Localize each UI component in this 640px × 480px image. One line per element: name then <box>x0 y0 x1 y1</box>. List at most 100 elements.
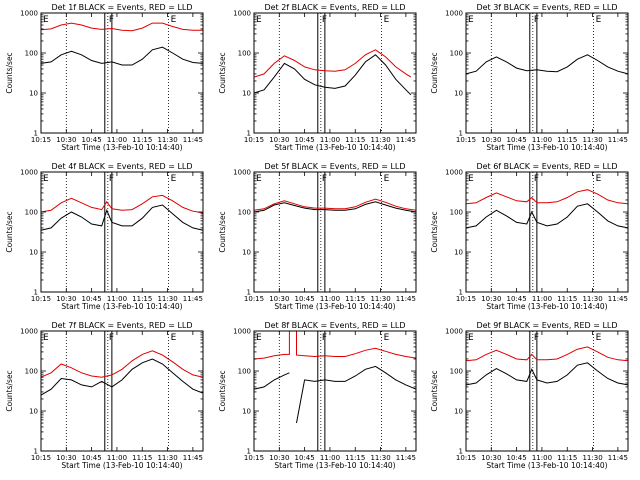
marker-label: E <box>171 333 177 343</box>
x-tick-label: 11:00 <box>107 454 127 462</box>
x-tick-label: 10:30 <box>56 454 76 462</box>
y-axis-label: Counts/sec <box>430 370 439 411</box>
y-tick-label: 1000 <box>20 328 38 336</box>
x-tick-label: 11:30 <box>370 136 390 144</box>
x-axis-label: Start Time (13-Feb-10 10:14:40) <box>486 461 607 470</box>
x-tick-label: 10:45 <box>507 136 527 144</box>
panel-title: Det 6f BLACK = Events, RED = LLD <box>476 162 617 171</box>
y-tick-label: 10 <box>242 249 251 257</box>
panel-title: Det 7f BLACK = Events, RED = LLD <box>51 321 192 330</box>
y-axis-label: Counts/sec <box>5 370 14 411</box>
x-tick-label: 10:45 <box>295 454 315 462</box>
marker-label: E <box>468 174 474 184</box>
series-events-line <box>465 54 629 75</box>
x-tick-label: 11:15 <box>132 295 152 303</box>
x-tick-label: 10:30 <box>56 295 76 303</box>
y-tick-label: 1 <box>459 448 463 456</box>
x-tick-label: 10:30 <box>269 295 289 303</box>
x-axis-label: Start Time (13-Feb-10 10:14:40) <box>274 461 395 470</box>
y-axis-label: Counts/sec <box>218 370 227 411</box>
series-events-line <box>40 358 204 396</box>
y-tick-label: 1 <box>459 289 463 297</box>
x-tick-label: 11:00 <box>532 295 552 303</box>
y-tick-label: 1000 <box>233 10 251 18</box>
x-tick-label: 11:45 <box>396 136 416 144</box>
series-lld-line <box>465 189 629 205</box>
x-tick-label: 11:45 <box>396 454 416 462</box>
x-axis-label: Start Time (13-Feb-10 10:14:40) <box>274 302 395 311</box>
plot-frame <box>253 330 417 452</box>
marker-label: E <box>384 15 390 25</box>
x-axis-label: Start Time (13-Feb-10 10:14:40) <box>61 302 182 311</box>
x-tick-label: 10:15 <box>31 295 51 303</box>
marker-label: E <box>171 15 177 25</box>
y-tick-label: 100 <box>238 50 251 58</box>
x-tick-label: 10:15 <box>244 454 264 462</box>
y-tick-label: 100 <box>238 209 251 217</box>
y-tick-label: 100 <box>25 209 38 217</box>
y-tick-label: 10 <box>454 249 463 257</box>
x-tick-label: 11:15 <box>557 454 577 462</box>
series-lld-line <box>40 350 204 378</box>
x-tick-label: 10:30 <box>269 136 289 144</box>
x-tick-label: 11:00 <box>320 295 340 303</box>
x-tick-label: 10:45 <box>82 295 102 303</box>
y-axis-label: Counts/sec <box>430 52 439 93</box>
plot-frame <box>40 12 204 134</box>
x-tick-label: 11:00 <box>532 454 552 462</box>
x-tick-label: 11:45 <box>608 136 628 144</box>
series-lld-line <box>253 49 412 78</box>
y-tick-label: 1 <box>459 130 463 138</box>
plot-frame <box>253 12 417 134</box>
y-tick-label: 1 <box>34 130 38 138</box>
x-tick-label: 11:15 <box>132 454 152 462</box>
series-lld-line <box>40 194 204 214</box>
x-tick-label: 11:15 <box>557 295 577 303</box>
marker-label: E <box>468 333 474 343</box>
marker-label: F <box>534 174 539 184</box>
y-tick-label: 1000 <box>445 10 463 18</box>
x-tick-label: 11:30 <box>582 136 602 144</box>
marker-label: F <box>109 174 114 184</box>
x-tick-label: 11:30 <box>157 295 177 303</box>
x-tick-label: 11:45 <box>608 295 628 303</box>
x-tick-label: 10:45 <box>507 295 527 303</box>
x-tick-label: 11:15 <box>345 136 365 144</box>
marker-label: F <box>109 15 114 25</box>
y-tick-label: 10 <box>242 90 251 98</box>
marker-label: E <box>43 15 49 25</box>
x-tick-label: 11:30 <box>370 454 390 462</box>
y-tick-label: 100 <box>238 368 251 376</box>
y-tick-label: 1000 <box>445 328 463 336</box>
y-tick-label: 100 <box>450 209 463 217</box>
y-tick-label: 1000 <box>233 169 251 177</box>
y-tick-label: 1 <box>247 289 251 297</box>
x-tick-label: 10:45 <box>82 454 102 462</box>
y-tick-label: 10 <box>242 408 251 416</box>
x-tick-label: 11:00 <box>532 136 552 144</box>
plot-frame <box>465 12 629 134</box>
panel-title: Det 5f BLACK = Events, RED = LLD <box>264 162 405 171</box>
x-tick-label: 10:45 <box>82 136 102 144</box>
y-axis-label: Counts/sec <box>5 52 14 93</box>
x-tick-label: 11:30 <box>582 295 602 303</box>
marker-label: F <box>534 15 539 25</box>
series-events-line <box>40 46 204 66</box>
marker-label: E <box>256 333 262 343</box>
y-tick-label: 10 <box>454 90 463 98</box>
x-tick-label: 11:15 <box>132 136 152 144</box>
y-tick-label: 100 <box>450 368 463 376</box>
series-lld-line <box>40 22 203 32</box>
x-tick-label: 11:45 <box>183 136 203 144</box>
marker-label: E <box>256 15 262 25</box>
y-tick-label: 100 <box>450 50 463 58</box>
x-tick-label: 11:00 <box>320 136 340 144</box>
series-events-line <box>253 201 417 213</box>
x-axis-label: Start Time (13-Feb-10 10:14:40) <box>61 461 182 470</box>
x-tick-label: 11:45 <box>608 454 628 462</box>
marker-label: F <box>322 174 327 184</box>
plot-frame <box>40 330 204 452</box>
